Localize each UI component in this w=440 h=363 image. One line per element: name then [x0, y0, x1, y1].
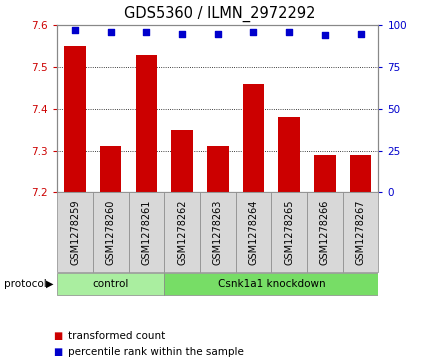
Bar	[164, 192, 200, 272]
Text: transformed count: transformed count	[68, 331, 165, 341]
Bar	[57, 192, 93, 272]
Text: GSM1278265: GSM1278265	[284, 200, 294, 265]
Bar	[307, 192, 343, 272]
Point	[72, 28, 79, 33]
Bar	[236, 192, 271, 272]
Bar	[207, 147, 228, 192]
Point	[143, 29, 150, 35]
Point	[357, 31, 364, 37]
Text: ■: ■	[53, 331, 62, 341]
Text: control: control	[92, 278, 129, 289]
Bar	[314, 155, 336, 192]
Bar	[243, 84, 264, 192]
Bar	[350, 155, 371, 192]
Point	[250, 29, 257, 35]
Point	[107, 29, 114, 35]
Bar	[64, 46, 86, 192]
Text: Csnk1a1 knockdown: Csnk1a1 knockdown	[217, 278, 325, 289]
Bar	[57, 273, 164, 295]
Bar	[343, 192, 378, 272]
Text: GSM1278261: GSM1278261	[141, 200, 151, 265]
Text: GSM1278263: GSM1278263	[213, 200, 223, 265]
Bar	[164, 273, 378, 295]
Point	[286, 29, 293, 35]
Bar	[271, 192, 307, 272]
Text: GSM1278264: GSM1278264	[249, 200, 258, 265]
Bar	[136, 54, 157, 192]
Text: GSM1278267: GSM1278267	[356, 200, 366, 265]
Text: GDS5360 / ILMN_2972292: GDS5360 / ILMN_2972292	[124, 5, 316, 22]
Text: ▶: ▶	[46, 279, 54, 289]
Text: GSM1278260: GSM1278260	[106, 200, 116, 265]
Text: protocol: protocol	[4, 279, 47, 289]
Bar	[200, 192, 236, 272]
Bar	[100, 147, 121, 192]
Text: percentile rank within the sample: percentile rank within the sample	[68, 347, 244, 357]
Text: GSM1278262: GSM1278262	[177, 200, 187, 265]
Text: ■: ■	[53, 347, 62, 357]
Text: GSM1278259: GSM1278259	[70, 200, 80, 265]
Point	[321, 33, 328, 38]
Bar	[128, 192, 164, 272]
Point	[179, 31, 186, 37]
Bar	[279, 117, 300, 192]
Text: GSM1278266: GSM1278266	[320, 200, 330, 265]
Bar	[93, 192, 128, 272]
Bar	[172, 130, 193, 192]
Point	[214, 31, 221, 37]
